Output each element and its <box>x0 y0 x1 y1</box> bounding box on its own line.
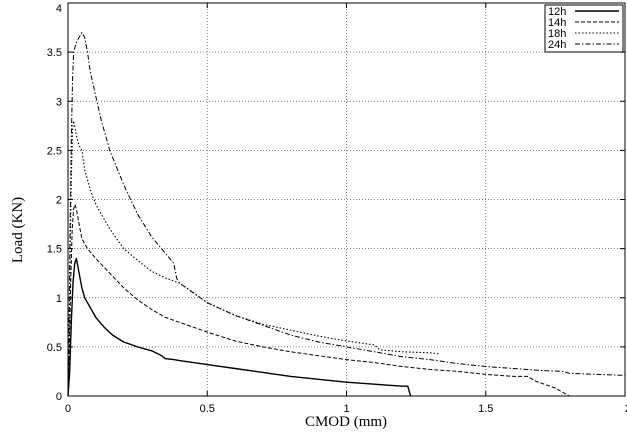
x-tick-label: 0.5 <box>200 403 215 415</box>
legend-label-12h: 12h <box>548 6 566 18</box>
legend-label-18h: 18h <box>548 28 566 40</box>
y-tick-label: 3.5 <box>47 47 62 59</box>
y-axis-title: Load (KN) <box>10 197 26 263</box>
series-line-24h <box>67 32 626 397</box>
series-line-18h <box>67 120 439 397</box>
series-line-14h <box>67 203 570 397</box>
series-line-12h <box>67 257 412 397</box>
y-tick-label: 0.5 <box>47 342 62 354</box>
grid-lines <box>68 3 625 396</box>
y-tick-label: 4 <box>56 3 62 15</box>
x-tick-label: 1.5 <box>478 403 493 415</box>
y-tick-label: 2 <box>56 195 62 207</box>
legend-box <box>544 4 624 53</box>
y-tick-label: 0 <box>56 391 62 403</box>
x-tick-label: 1 <box>343 403 349 415</box>
legend-label-14h: 14h <box>548 17 566 29</box>
x-tick-label: 0 <box>65 403 71 415</box>
plot-frame <box>67 2 626 397</box>
x-axis-title: CMOD (mm) <box>305 414 387 430</box>
y-tick-label: 2.5 <box>47 145 62 157</box>
y-tick-label: 1.5 <box>47 244 62 256</box>
x-tick-label: 2 <box>625 403 627 415</box>
legend-label-24h: 24h <box>548 39 566 51</box>
y-tick-label: 1 <box>56 293 62 305</box>
y-tick-label: 3 <box>56 96 62 108</box>
series-layer <box>67 32 626 397</box>
tick-labels: 0 0.5 1 1.5 2 0 0.5 1 1.5 2 2.5 3 3.5 4 <box>47 3 627 415</box>
